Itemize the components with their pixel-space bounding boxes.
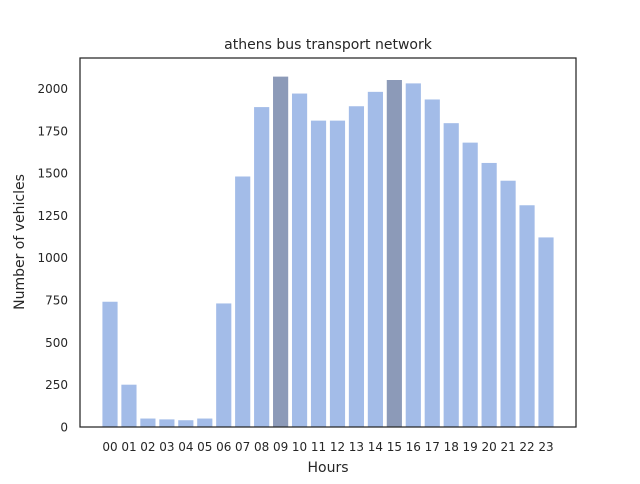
plot-frame (79, 57, 577, 428)
x-tick-label: 13 (349, 440, 364, 454)
bar-14 (367, 91, 383, 427)
y-tick-label: 0 (60, 421, 68, 435)
x-tick-label: 18 (444, 440, 459, 454)
y-tick-label: 500 (45, 336, 68, 350)
y-tick-label: 750 (45, 294, 68, 308)
bar-00 (102, 301, 118, 427)
y-tick-label: 250 (45, 378, 68, 392)
bar-22 (519, 205, 535, 427)
bars-layer (102, 76, 554, 428)
x-tick-label: 04 (178, 440, 193, 454)
y-tick-label: 2000 (37, 82, 68, 96)
y-tick-label: 1750 (37, 124, 68, 138)
x-tick-label: 10 (292, 440, 307, 454)
bar-17 (424, 99, 440, 427)
bar-11 (310, 120, 327, 427)
x-tick-label: 03 (159, 440, 174, 454)
x-tick-label: 23 (538, 440, 553, 454)
x-tick-label: 17 (425, 440, 440, 454)
x-tick-label: 21 (500, 440, 515, 454)
bar-05 (197, 418, 213, 427)
bar-08 (254, 107, 270, 427)
x-tick-label: 05 (197, 440, 212, 454)
y-axis: 0 250 500 750 1000 1250 1500 1750 2000 (37, 82, 68, 435)
bar-20 (481, 162, 497, 427)
bar-09 (273, 76, 289, 428)
bar-04 (178, 420, 194, 427)
x-tick-label: 06 (216, 440, 231, 454)
x-tick-label: 15 (387, 440, 402, 454)
x-tick-label: 14 (368, 440, 383, 454)
x-tick-label: 16 (406, 440, 421, 454)
x-tick-label: 01 (121, 440, 136, 454)
x-tick-label: 00 (102, 440, 117, 454)
bar-01 (121, 384, 137, 427)
bar-16 (405, 83, 421, 427)
y-tick-label: 1500 (37, 167, 68, 181)
bar-23 (538, 237, 554, 427)
bar-10 (291, 93, 308, 428)
x-axis-label: Hours (307, 460, 348, 476)
x-tick-label: 07 (235, 440, 250, 454)
y-tick-label: 1000 (37, 251, 68, 265)
x-tick-label: 11 (311, 440, 326, 454)
bar-02 (140, 418, 156, 427)
bar-07 (235, 176, 251, 427)
bar-12 (329, 120, 346, 427)
bar-06 (216, 303, 232, 427)
x-tick-label: 12 (330, 440, 345, 454)
y-axis-label: Number of vehicles (12, 174, 28, 310)
x-tick-label: 09 (273, 440, 288, 454)
chart-title: athens bus transport network (224, 37, 433, 53)
x-tick-label: 20 (481, 440, 496, 454)
x-axis: 00 01 02 03 04 05 06 07 08 09 10 11 12 13 14 15 16 17 18 19… (102, 440, 553, 454)
x-tick-label: 19 (463, 440, 478, 454)
x-tick-label: 02 (140, 440, 155, 454)
bar-15 (386, 80, 402, 427)
x-tick-label: 08 (254, 440, 269, 454)
x-tick-label: 22 (519, 440, 534, 454)
bar-18 (443, 123, 459, 428)
y-tick-label: 1250 (37, 209, 68, 223)
bar-21 (500, 180, 516, 427)
bar-03 (159, 419, 175, 427)
bar-13 (348, 106, 365, 428)
bar-19 (462, 142, 478, 427)
